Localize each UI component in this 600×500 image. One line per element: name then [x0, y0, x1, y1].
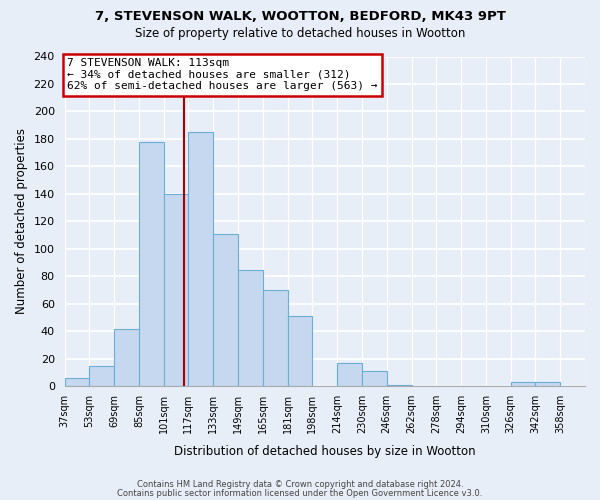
Text: Contains HM Land Registry data © Crown copyright and database right 2024.: Contains HM Land Registry data © Crown c…	[137, 480, 463, 489]
Bar	[511, 382, 535, 386]
Bar	[387, 385, 412, 386]
Y-axis label: Number of detached properties: Number of detached properties	[15, 128, 28, 314]
Bar	[65, 378, 89, 386]
Bar	[139, 142, 164, 386]
Bar	[337, 363, 362, 386]
Text: Size of property relative to detached houses in Wootton: Size of property relative to detached ho…	[135, 28, 465, 40]
Bar	[362, 372, 387, 386]
Bar	[114, 328, 139, 386]
Bar	[287, 316, 313, 386]
Bar	[188, 132, 213, 386]
X-axis label: Distribution of detached houses by size in Wootton: Distribution of detached houses by size …	[174, 444, 476, 458]
Bar	[89, 366, 114, 386]
Bar	[164, 194, 188, 386]
Bar	[263, 290, 287, 386]
Bar	[213, 234, 238, 386]
Text: 7, STEVENSON WALK, WOOTTON, BEDFORD, MK43 9PT: 7, STEVENSON WALK, WOOTTON, BEDFORD, MK4…	[95, 10, 505, 23]
Bar	[535, 382, 560, 386]
Bar	[238, 270, 263, 386]
Text: 7 STEVENSON WALK: 113sqm
← 34% of detached houses are smaller (312)
62% of semi-: 7 STEVENSON WALK: 113sqm ← 34% of detach…	[67, 58, 377, 92]
Text: Contains public sector information licensed under the Open Government Licence v3: Contains public sector information licen…	[118, 488, 482, 498]
